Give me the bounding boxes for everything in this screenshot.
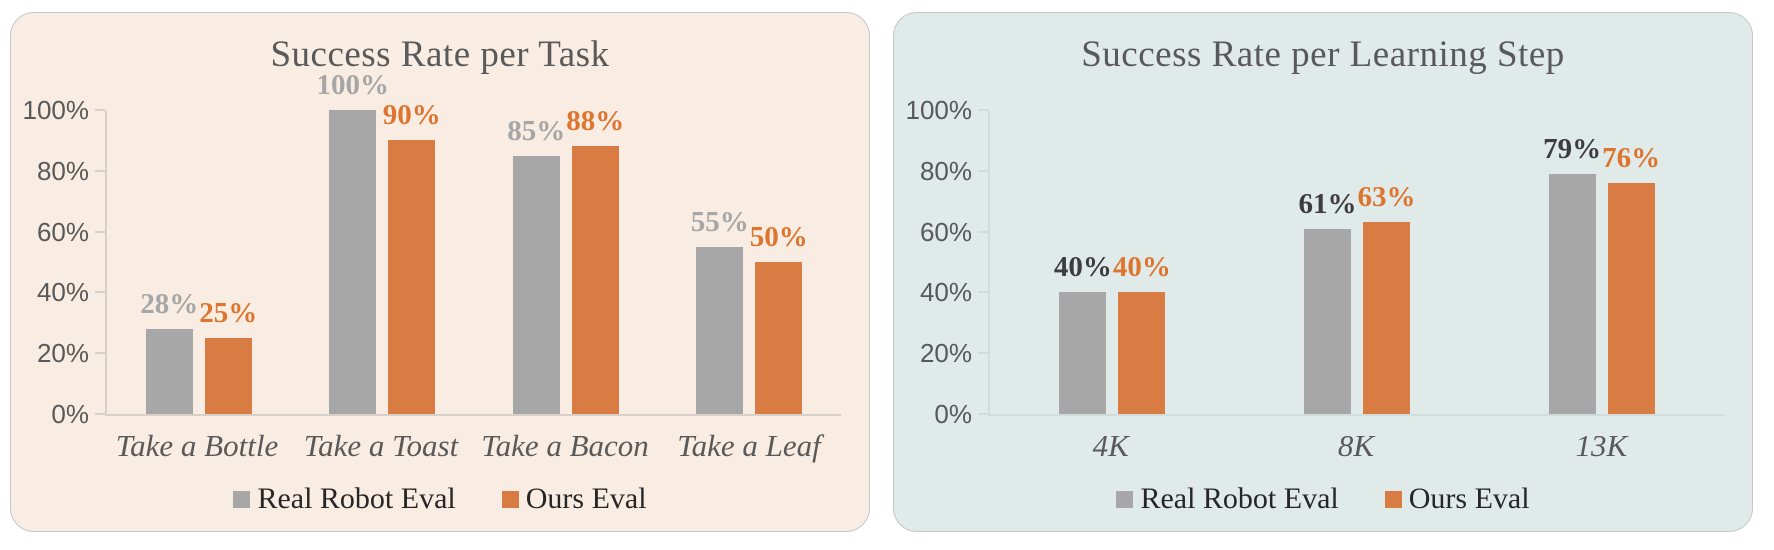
y-axis: 0% 20% 40% 60% 80% 100% — [11, 97, 105, 427]
bar-value-label: 25% — [199, 297, 258, 329]
category-label: Take a Bacon — [481, 428, 649, 463]
legend-item-1: Ours Eval — [501, 482, 647, 515]
y-axis-tick-label: 40% — [36, 277, 89, 308]
legend-label: Real Robot Eval — [257, 482, 456, 515]
bar-value-label: 55% — [690, 205, 749, 238]
bar-value-label: 88% — [566, 105, 625, 138]
y-axis-tick-label: 20% — [919, 338, 972, 369]
y-axis-tick — [978, 109, 988, 111]
bar-series-0: 40% — [1054, 251, 1112, 414]
category-label: Take a Bottle — [115, 428, 279, 463]
plot-area: 28% 25% 100% 90% 85% 88% 55% 50% — [95, 69, 842, 416]
bar-value-label: 63% — [1357, 181, 1416, 214]
y-axis-tick-label: 100% — [22, 95, 90, 125]
category-label: 13K — [1575, 428, 1628, 463]
x-axis-category-labels: Take a Bottle Take a Toast Take a Bacon Tak… — [105, 428, 841, 464]
bar-series-0: 79% — [1543, 133, 1601, 414]
category-label: Take a Toast — [303, 428, 459, 463]
legend-label: Real Robot Eval — [1140, 482, 1339, 515]
bar-group: 85% 88% — [474, 105, 658, 414]
y-axis-tick-label: 0% — [934, 399, 972, 429]
y-axis-tick-label: 0% — [51, 399, 89, 429]
y-axis-tick-label: 80% — [919, 155, 972, 186]
y-axis-tick-label: 20% — [36, 338, 89, 369]
legend-swatch-icon — [233, 490, 251, 508]
chart-panel-success-rate-per-learning-step: Success Rate per Learning Step 0% 20% 40% 6… — [893, 12, 1753, 532]
chart-title: Success Rate per Task — [270, 34, 610, 75]
legend-label: Ours Eval — [525, 482, 647, 515]
y-axis-tick-label: 60% — [919, 216, 972, 247]
y-axis-tick — [95, 230, 105, 233]
bar-value-label: 76% — [1602, 141, 1661, 174]
bar-value-label: 79% — [1543, 132, 1602, 165]
bar-group: 79% 76% — [1479, 110, 1724, 414]
bar-series-1: 25% — [199, 297, 257, 414]
bar-value-label: 85% — [507, 114, 566, 147]
x-axis-line — [105, 414, 841, 416]
bar-series-1: 50% — [750, 221, 808, 414]
chart-panel-success-rate-per-task: Success Rate per Task 0% 20% 40% 60% 80% 100%… — [10, 12, 870, 532]
bar-value-label: 61% — [1298, 187, 1357, 220]
bar-group: 28% 25% — [107, 110, 291, 414]
y-axis-tick — [95, 169, 105, 172]
x-axis-category-labels: 4K 8K 13K — [988, 428, 1724, 464]
legend: Real Robot Eval Ours Eval — [894, 484, 1752, 514]
y-axis-tick — [978, 413, 988, 415]
bar-value-label: 28% — [140, 287, 199, 320]
legend-swatch-icon — [1384, 490, 1402, 508]
y-axis-tick — [978, 230, 988, 233]
bar-series-1: 88% — [566, 105, 624, 414]
legend: Real Robot Eval Ours Eval — [11, 484, 869, 514]
y-axis-tick — [95, 291, 105, 294]
bar-series-0: 100% — [317, 69, 389, 414]
category-label: 4K — [1092, 428, 1129, 463]
bar-series-1: 63% — [1358, 181, 1416, 414]
bar-series-0: 55% — [691, 206, 749, 414]
y-axis-tick — [95, 413, 105, 415]
bar-series-1: 90% — [383, 99, 441, 414]
legend-item-0: Real Robot Eval — [233, 482, 456, 515]
legend-item-1: Ours Eval — [1384, 482, 1530, 515]
chart-title: Success Rate per Learning Step — [1081, 34, 1565, 75]
category-label: 8K — [1337, 428, 1375, 463]
bar-series-1: 40% — [1113, 251, 1171, 414]
bar-series-0: 85% — [507, 115, 565, 414]
bar-value-label: 50% — [749, 221, 808, 253]
y-axis: 0% 20% 40% 60% 80% 100% — [894, 97, 988, 427]
y-axis-tick — [978, 291, 988, 294]
bar-series-0: 28% — [140, 288, 198, 414]
y-axis-tick — [978, 169, 988, 172]
bar-series-1: 76% — [1602, 142, 1660, 414]
y-axis-tick — [978, 352, 988, 355]
legend-swatch-icon — [1116, 490, 1134, 508]
bar-value-label: 90% — [382, 99, 441, 132]
y-axis-tick-label: 80% — [36, 155, 89, 186]
legend-item-0: Real Robot Eval — [1116, 482, 1339, 515]
y-axis-tick — [95, 109, 105, 111]
bar-group: 100% 90% — [291, 69, 475, 414]
y-axis-tick-label: 60% — [36, 216, 89, 247]
chart-area: 0% 20% 40% 60% 80% 100% 40% 40% 61% 63% 79% 76% — [894, 97, 1724, 427]
y-axis-tick-label: 100% — [905, 95, 973, 125]
bar-value-label: 40% — [1112, 251, 1171, 284]
bar-value-label: 40% — [1053, 251, 1112, 284]
legend-swatch-icon — [501, 490, 519, 508]
bar-value-label: 100% — [316, 69, 390, 101]
bar-series-0: 61% — [1299, 188, 1357, 414]
chart-area: 0% 20% 40% 60% 80% 100% 28% 25% 100% 90% 85% 88% 55… — [11, 69, 842, 427]
bar-group: 40% 40% — [990, 110, 1235, 414]
y-axis-tick-label: 40% — [919, 277, 972, 308]
bar-group: 55% 50% — [658, 110, 842, 414]
legend-label: Ours Eval — [1408, 482, 1530, 515]
y-axis-tick — [95, 352, 105, 355]
x-axis-line — [988, 414, 1724, 416]
plot-area: 40% 40% 61% 63% 79% 76% — [978, 109, 1724, 416]
bar-group: 61% 63% — [1235, 110, 1480, 414]
category-label: Take a Leaf — [677, 428, 821, 463]
